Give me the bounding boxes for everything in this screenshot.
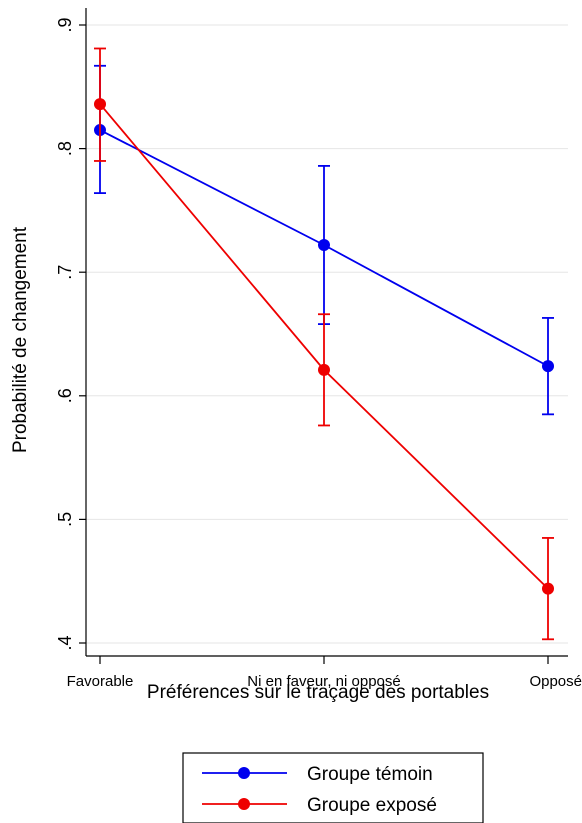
y-tick-label-3: .7 [55, 265, 75, 280]
grid-lines [86, 24, 568, 644]
y-axis-title: Probabilité de changement [10, 226, 31, 453]
point-0-2 [542, 360, 554, 373]
legend-label-1: Groupe exposé [307, 795, 437, 816]
legend-marker-0 [238, 767, 250, 779]
series-layer [94, 47, 554, 641]
series-1 [94, 47, 554, 641]
y-tick-label-0: .4 [55, 635, 75, 650]
point-0-1 [318, 239, 330, 252]
y-tick-label-2: .6 [55, 388, 75, 403]
legend: Groupe témoin Groupe exposé [182, 752, 484, 823]
x-tick-label-2: Opposé [529, 673, 582, 690]
legend-marker-1 [238, 798, 250, 810]
point-1-2 [542, 582, 554, 595]
y-tick-label-1: .5 [55, 512, 75, 527]
legend-box [182, 752, 484, 823]
axes: .4 .5 .6 .7 .8 .9 Favorable Ni en faveur, ni op… [55, 8, 582, 690]
x-tick-label-1: Ni en faveur, ni opposé [247, 673, 400, 690]
point-1-1 [318, 363, 330, 376]
y-tick-label-5: .9 [55, 17, 75, 32]
x-tick-label-0: Favorable [67, 673, 134, 690]
legend-label-0: Groupe témoin [307, 764, 433, 785]
x-axis-title: Préférences sur le traçage des portables [147, 682, 489, 703]
y-tick-label-4: .8 [55, 141, 75, 156]
point-1-0 [94, 98, 106, 111]
